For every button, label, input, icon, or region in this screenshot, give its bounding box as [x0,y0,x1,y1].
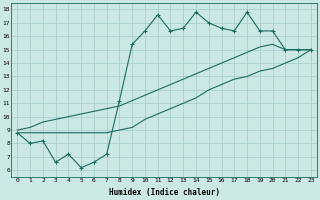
X-axis label: Humidex (Indice chaleur): Humidex (Indice chaleur) [108,188,220,197]
